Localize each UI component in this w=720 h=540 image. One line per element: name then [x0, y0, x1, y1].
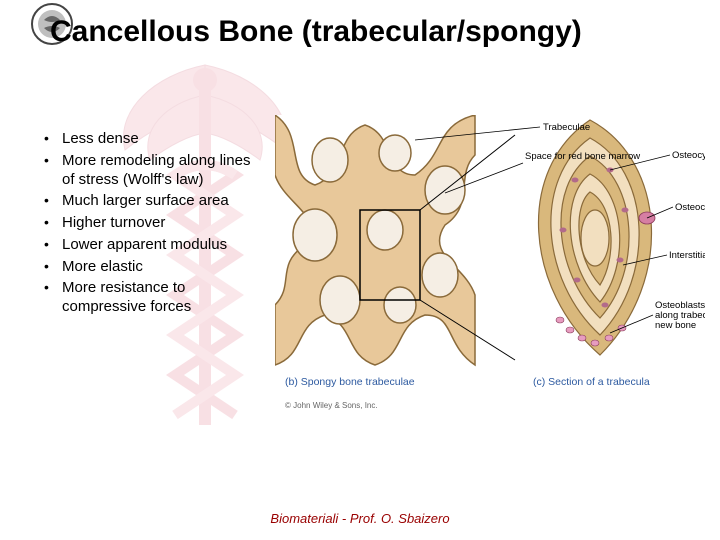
bone-trabeculae-figure: Trabeculae Space for red bone marrow Ost… [275, 115, 705, 425]
label-interstitial: Interstitial lamellae [669, 250, 705, 261]
caption-b: (b) Spongy bone trabeculae [285, 376, 415, 388]
bullet-item: More resistance to compressive forces [44, 279, 264, 317]
bullet-item: Much larger surface area [44, 192, 264, 211]
bullet-item: More elastic [44, 258, 264, 277]
bullet-list: Less dense More remodeling along lines o… [44, 130, 264, 320]
slide-footer: Biomateriali - Prof. O. Sbaizero [0, 511, 720, 526]
caption-c: (c) Section of a trabecula [533, 376, 650, 388]
label-osteoclast: Osteoclast [675, 202, 705, 213]
bullet-item: Lower apparent modulus [44, 236, 264, 255]
bullet-item: Less dense [44, 130, 264, 149]
bullet-item: More remodeling along lines of stress (W… [44, 152, 264, 190]
bullet-item: Higher turnover [44, 214, 264, 233]
label-trabeculae: Trabeculae [543, 122, 590, 133]
slide-title: Cancellous Bone (trabecular/spongy) [50, 15, 700, 49]
figure-copyright: © John Wiley & Sons, Inc. [285, 401, 378, 410]
label-osteoblasts: Osteoblasts aligned along trabecula of n… [655, 300, 705, 331]
label-osteocyte: Osteocyte [672, 150, 705, 161]
label-marrow-space: Space for red bone marrow [525, 151, 640, 162]
